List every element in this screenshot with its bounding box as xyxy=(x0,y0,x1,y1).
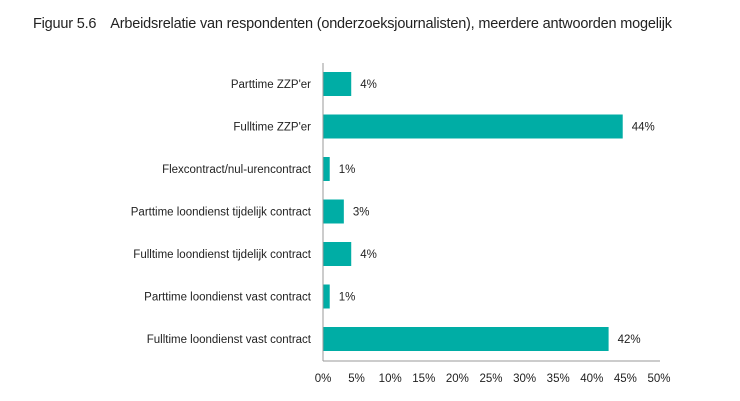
category-label: Fulltime loondienst vast contract xyxy=(147,334,312,346)
x-tick-label: 30% xyxy=(513,373,536,385)
category-label: Parttime loondienst vast contract xyxy=(144,292,312,304)
x-tick-label: 0% xyxy=(315,373,332,385)
data-label: 42% xyxy=(618,334,641,346)
figure-number: Figuur 5.6 xyxy=(33,16,97,32)
bar xyxy=(323,157,330,181)
category-label: Parttime loondienst tijdelijk contract xyxy=(131,207,312,219)
bar xyxy=(323,242,352,266)
title-text: Arbeidsrelatie van respondenten (onderzo… xyxy=(110,16,672,32)
data-label: 3% xyxy=(353,207,370,219)
data-label: 1% xyxy=(339,164,356,176)
x-tick-label: 50% xyxy=(647,373,670,385)
bar xyxy=(323,284,330,309)
data-label: 4% xyxy=(360,79,377,91)
x-tick-label: 40% xyxy=(580,373,603,385)
x-tick-label: 35% xyxy=(547,373,570,385)
data-label: 1% xyxy=(339,292,356,304)
bar xyxy=(323,327,609,351)
data-label: 4% xyxy=(360,249,377,261)
category-label: Fulltime ZZP'er xyxy=(233,122,311,134)
category-label: Parttime ZZP'er xyxy=(231,79,311,91)
x-tick-label: 10% xyxy=(379,373,402,385)
category-label: Flexcontract/nul-urencontract xyxy=(162,164,312,176)
bar xyxy=(323,114,623,139)
chart-title: Figuur 5.6 Arbeidsrelatie van respondente… xyxy=(33,16,672,32)
x-tick-label: 15% xyxy=(412,373,435,385)
x-tick-label: 25% xyxy=(479,373,502,385)
bar xyxy=(323,72,352,96)
bar xyxy=(323,199,344,224)
x-tick-label: 5% xyxy=(348,373,365,385)
x-tick-label: 20% xyxy=(446,373,469,385)
x-tick-label: 45% xyxy=(614,373,637,385)
data-label: 44% xyxy=(632,122,655,134)
category-label: Fulltime loondienst tijdelijk contract xyxy=(133,249,311,261)
